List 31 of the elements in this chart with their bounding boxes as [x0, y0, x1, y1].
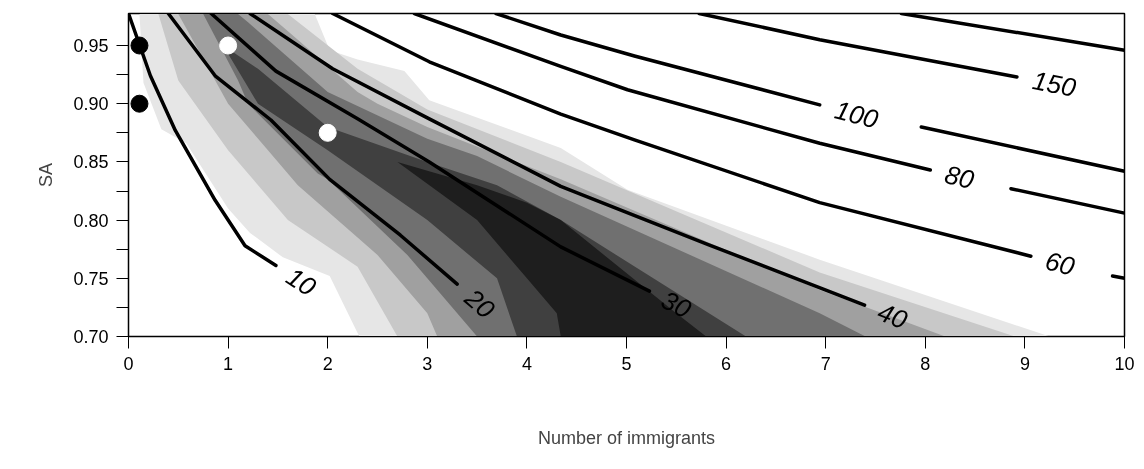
text: 100: [831, 94, 882, 135]
y-tick-label: 0.85: [73, 152, 109, 173]
point: [130, 36, 149, 55]
point: [318, 123, 337, 142]
y-tick-label: 0.70: [73, 327, 109, 347]
x-tick-label: 9: [1019, 353, 1030, 374]
x-tick-label: 3: [422, 353, 433, 374]
x-tick-label: 0: [123, 353, 134, 374]
point: [130, 94, 149, 113]
y-axis-title: SA: [36, 162, 57, 188]
x-tick-label: 10: [1114, 353, 1135, 374]
text: 10: [280, 261, 322, 303]
text: 20: [458, 282, 502, 325]
x-tick-label: 4: [521, 353, 532, 374]
text: 40: [873, 296, 912, 336]
text: 30: [656, 284, 697, 325]
x-tick-label: 2: [322, 353, 333, 374]
text: 150: [1030, 65, 1079, 103]
x-tick-label: 5: [621, 353, 632, 374]
text: 60: [1042, 245, 1079, 282]
y-tick-label: 0.75: [73, 268, 109, 289]
y-tick-label: 0.90: [73, 94, 109, 115]
text: 80: [941, 159, 978, 196]
x-axis-title: Number of immigrants: [537, 427, 716, 448]
x-tick-label: 6: [721, 353, 732, 374]
x-tick-label: 8: [920, 353, 931, 374]
y-tick-label: 0.95: [73, 36, 109, 57]
x-tick-label: 1: [223, 353, 234, 374]
y-tick-label: 0.80: [73, 210, 109, 231]
x-tick-label: 7: [820, 353, 831, 374]
point: [219, 36, 238, 55]
